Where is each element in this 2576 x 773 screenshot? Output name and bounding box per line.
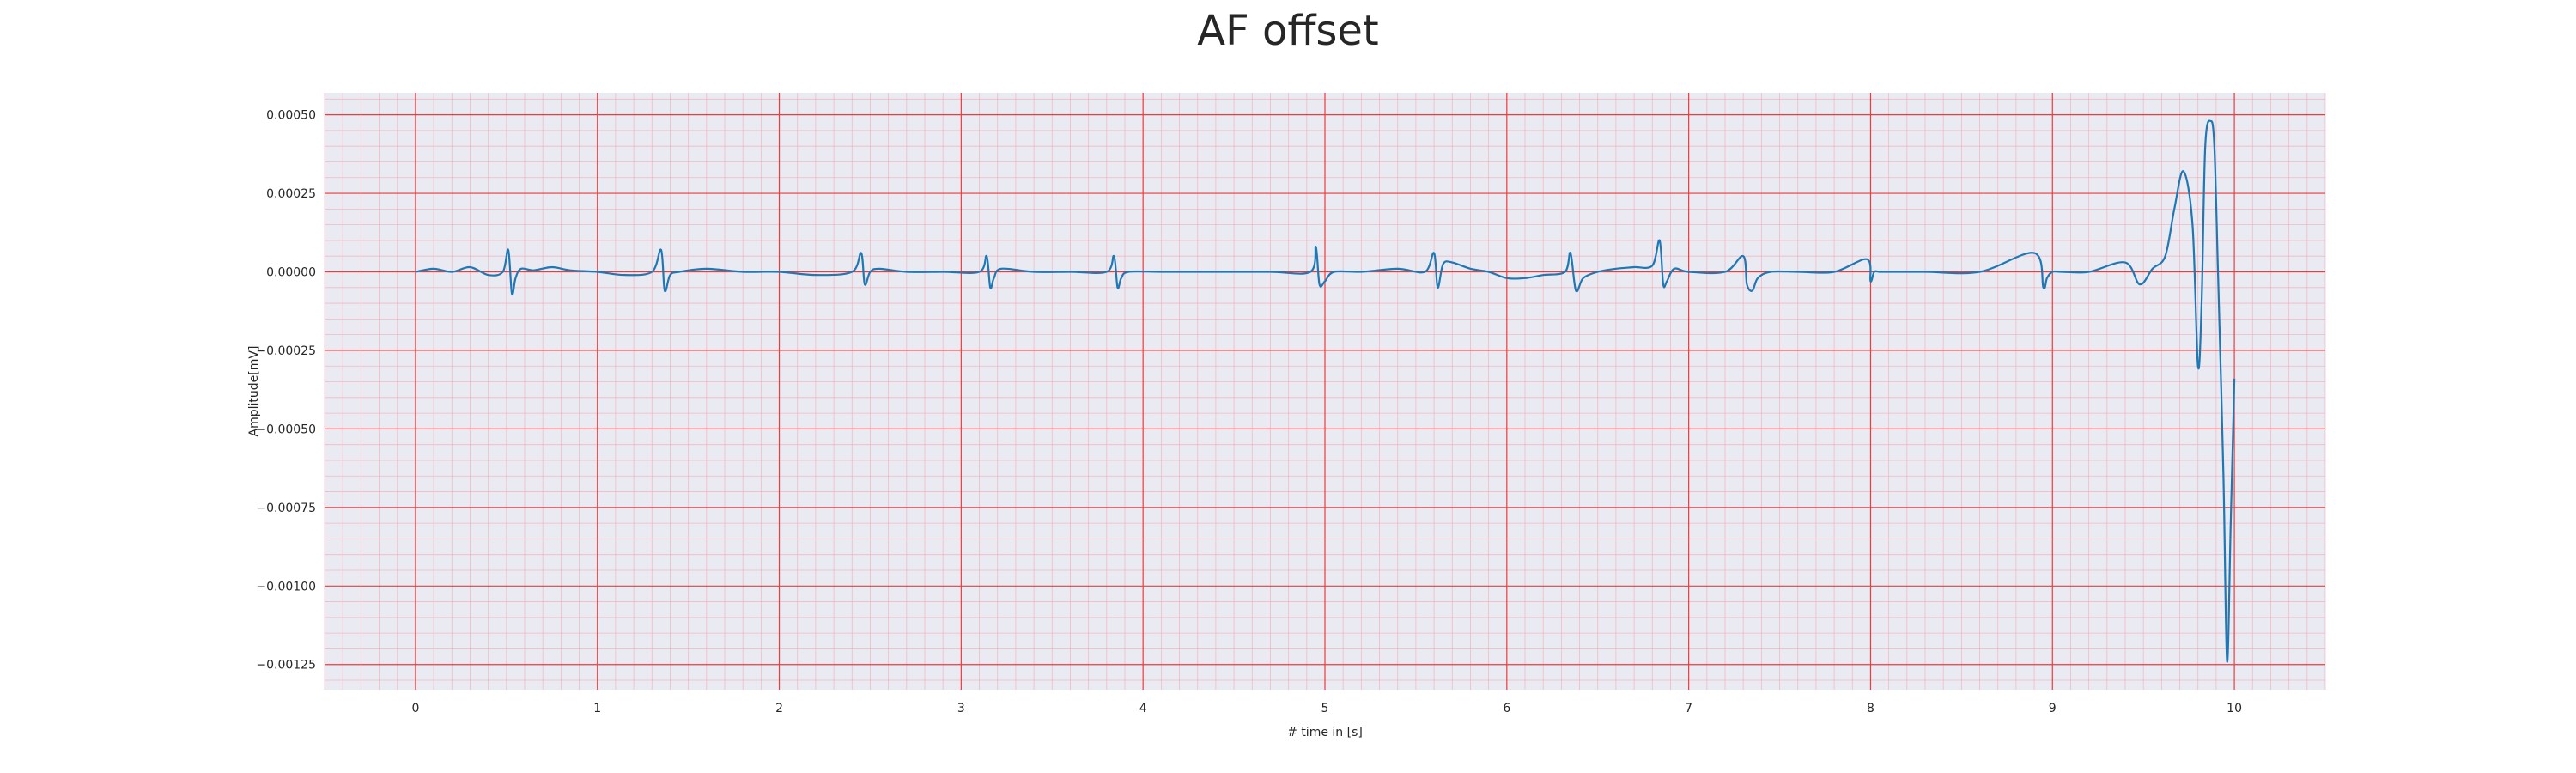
y-tick-labels: 0.00050 0.00025 0.00000 −0.00025 −0.00050 −0.… — [256, 109, 316, 673]
x-tick-label: 0 — [411, 702, 419, 715]
y-tick-label: −0.00100 — [256, 580, 316, 593]
x-tick-label: 10 — [2227, 702, 2242, 715]
x-tick-label: 9 — [2049, 702, 2057, 715]
x-tick-label: 4 — [1139, 702, 1147, 715]
y-tick-label: −0.00125 — [256, 659, 316, 673]
x-tick-label: 8 — [1867, 702, 1874, 715]
y-axis-label: Amplitude[mV] — [247, 346, 261, 437]
series-layer — [415, 119, 2236, 663]
x-tick-label: 3 — [957, 702, 965, 715]
x-tick-label: 6 — [1503, 702, 1510, 715]
series-line-0 — [415, 119, 2236, 663]
x-tick-label: 1 — [593, 702, 601, 715]
y-tick-label: 0.00025 — [266, 187, 316, 201]
y-tick-label: −0.00050 — [256, 423, 316, 436]
x-tick-label: 2 — [775, 702, 783, 715]
chart-title: AF offset — [1197, 7, 1379, 55]
y-tick-label: −0.00075 — [256, 502, 316, 515]
x-tick-label: 7 — [1685, 702, 1692, 715]
y-tick-label: −0.00025 — [256, 344, 316, 358]
major-grid — [325, 93, 2325, 690]
y-tick-label: 0.00000 — [266, 266, 316, 280]
x-tick-labels: 0 1 2 3 4 5 6 7 8 9 10 — [411, 702, 2242, 715]
x-axis-label: # time in [s] — [1287, 726, 1363, 740]
x-tick-label: 5 — [1321, 702, 1329, 715]
y-tick-label: 0.00050 — [266, 109, 316, 123]
